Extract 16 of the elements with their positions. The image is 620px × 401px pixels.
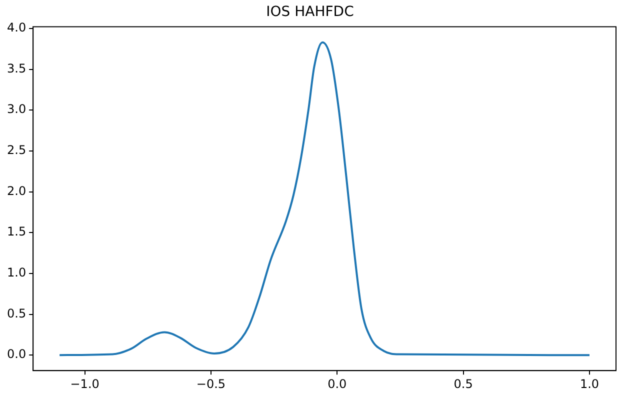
y-tick-label: 3.5 [6,61,26,76]
x-tick-label: 0.0 [328,376,347,391]
x-tick-label: 0.5 [454,376,473,391]
line-series [58,41,591,356]
x-tick-label: 1.0 [580,376,600,391]
y-tick-label: 2.0 [6,184,26,198]
x-tick-label: −0.5 [196,376,226,391]
y-tick-label: 1.0 [6,266,26,280]
y-tick-label: 0.0 [6,347,26,362]
y-tick-label: 3.0 [6,102,26,116]
y-tick-label: 1.5 [6,224,26,239]
y-tick-label: 4.0 [6,20,26,35]
y-tick-label: 2.5 [6,143,26,158]
y-tick-label: 0.5 [6,306,26,320]
x-tick-label: −1.0 [70,376,100,391]
chart-title: IOS HAHFDC [266,4,354,20]
